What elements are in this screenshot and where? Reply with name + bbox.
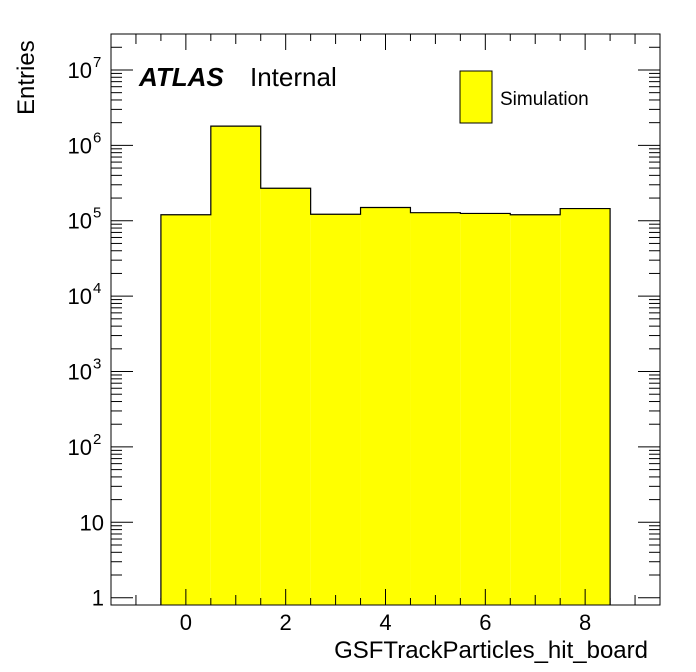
y-tick-label: 10: [80, 510, 104, 535]
histogram-outline: [160, 125, 611, 605]
x-tick-label: 4: [379, 610, 391, 635]
legend: Simulation: [459, 70, 589, 124]
histogram-bar: [410, 212, 461, 606]
atlas-label: ATLAS: [138, 62, 224, 92]
histogram-bar: [210, 126, 261, 606]
histogram-bar: [260, 188, 311, 606]
x-axis-ticks: 0 2 4 6 8: [135, 34, 636, 635]
y-tick-label: 10: [68, 133, 92, 158]
x-tick-label: 8: [579, 610, 591, 635]
histogram-bar: [160, 214, 211, 605]
y-tick-exponent: 2: [93, 431, 101, 448]
histogram-bars: [160, 125, 611, 606]
x-tick-label: 0: [180, 610, 192, 635]
y-tick-exponent: 4: [93, 280, 101, 297]
histogram-bar: [560, 208, 611, 605]
y-tick-label: 10: [68, 435, 92, 460]
y-tick-label: 10: [68, 58, 92, 83]
histogram-bar: [510, 214, 561, 605]
y-tick-label: 10: [68, 284, 92, 309]
histogram-bar: [360, 207, 411, 605]
y-tick-exponent: 7: [93, 54, 101, 71]
legend-swatch: [459, 70, 493, 124]
y-tick-exponent: 5: [93, 205, 101, 222]
y-tick-label: 10: [68, 209, 92, 234]
y-tick-exponent: 3: [93, 356, 101, 373]
y-axis-title: Entries: [13, 40, 40, 115]
x-axis-title: GSFTrackParticles_hit_board: [334, 637, 648, 664]
y-tick-label: 1: [92, 586, 104, 611]
x-tick-label: 6: [479, 610, 491, 635]
atlas-status-label: Internal: [250, 62, 337, 92]
y-tick-label: 10: [68, 360, 92, 385]
legend-label: Simulation: [500, 89, 589, 110]
y-tick-exponent: 6: [93, 129, 101, 146]
x-tick-label: 2: [280, 610, 292, 635]
histogram-bar: [460, 213, 511, 605]
histogram-bar: [310, 214, 361, 605]
